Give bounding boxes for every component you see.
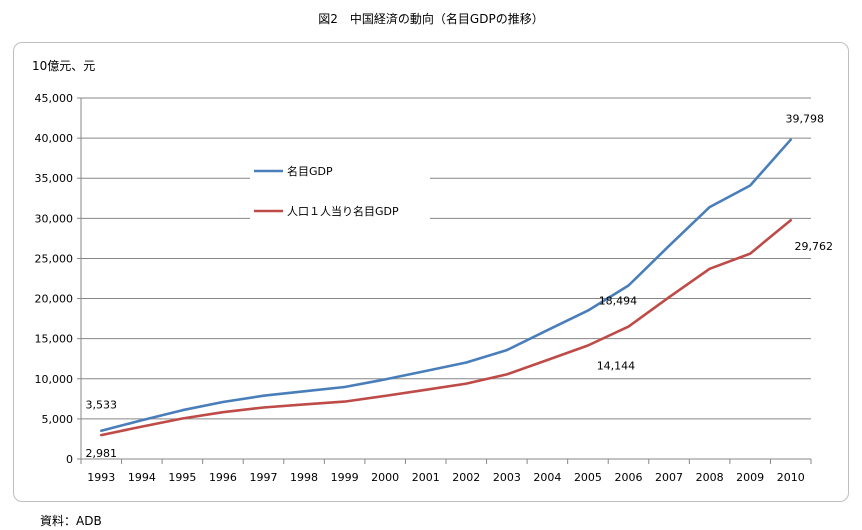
x-tick-label: 2004 (533, 471, 561, 484)
legend-background (250, 156, 430, 231)
y-axis-unit-label: 10億元、元 (32, 59, 95, 73)
x-tick-label: 2005 (574, 471, 602, 484)
x-tick-label: 1994 (128, 471, 156, 484)
y-tick-label: 20,000 (35, 293, 74, 306)
y-tick-label: 25,000 (35, 252, 74, 265)
data-label: 29,762 (794, 240, 833, 253)
x-tick-label: 1993 (87, 471, 115, 484)
y-tick-label: 35,000 (35, 172, 74, 185)
x-tick-label: 2002 (452, 471, 480, 484)
x-tick-label: 2010 (777, 471, 805, 484)
x-tick-label: 2001 (412, 471, 440, 484)
x-tick-label: 1998 (290, 471, 318, 484)
data-label: 18,494 (599, 295, 638, 308)
axes: 0 5,000 10,000 15,000 20,000 25,000 30,000 35,0… (35, 92, 812, 484)
x-tick-label: 2003 (493, 471, 521, 484)
x-tick-label: 2000 (371, 471, 399, 484)
gridlines (81, 97, 811, 420)
chart-title: 図2 中国経済の動向（名目GDPの推移） (318, 12, 544, 26)
chart-area: 10億元、元 0 5,000 10,000 15,000 20,000 25,000 30,… (13, 42, 849, 502)
y-tick-label: 40,000 (35, 132, 74, 145)
series-line-gdp-per-capita (100, 218, 793, 437)
x-tick-label: 2009 (736, 471, 764, 484)
x-tick-label: 2007 (655, 471, 683, 484)
x-tick-label: 2006 (615, 471, 643, 484)
x-tick-label: 1996 (209, 471, 237, 484)
x-tick-label: 1999 (331, 471, 359, 484)
line-chart-svg: 10億元、元 0 5,000 10,000 15,000 20,000 25,000 30,… (32, 59, 833, 484)
data-label: 14,144 (597, 360, 636, 373)
data-labels: 3,533 2,981 18,494 14,144 39,798 29,762 (86, 113, 833, 460)
source-note: 資料：ADB (40, 514, 102, 528)
data-label: 39,798 (785, 113, 824, 126)
x-tick-label: 2008 (696, 471, 724, 484)
x-tick-label: 1995 (168, 471, 196, 484)
series-lines (100, 138, 793, 437)
series-line-nominal-gdp (100, 138, 793, 433)
data-label: 2,981 (86, 447, 118, 460)
data-label: 3,533 (86, 399, 118, 412)
legend-label: 名目GDP (287, 164, 333, 178)
legend-label: 人口１人当り名目GDP (287, 204, 399, 218)
legend: 名目GDP 人口１人当り名目GDP (250, 156, 430, 231)
y-tick-label: 15,000 (35, 333, 74, 346)
y-tick-label: 5,000 (42, 413, 74, 426)
y-tick-label: 45,000 (35, 92, 74, 105)
y-tick-label: 30,000 (35, 212, 74, 225)
y-tick-label: 10,000 (35, 373, 74, 386)
y-tick-label: 0 (66, 453, 73, 466)
x-tick-label: 1997 (250, 471, 278, 484)
